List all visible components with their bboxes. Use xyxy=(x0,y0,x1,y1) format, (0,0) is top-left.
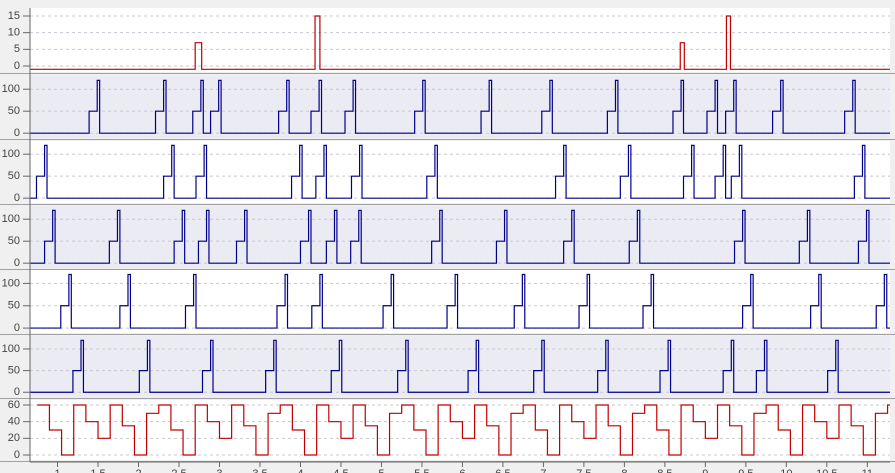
x-tick-label: 1.5 xyxy=(90,468,105,473)
signal-trace xyxy=(30,273,890,329)
panel-background xyxy=(30,270,890,333)
signal-trace xyxy=(30,15,890,70)
signal-trace xyxy=(30,144,890,199)
x-tick-label: 4 xyxy=(297,468,303,473)
x-tick-label: 3 xyxy=(216,468,222,473)
x-tick-label: 2.5 xyxy=(171,468,186,473)
y-tick-label: 100 xyxy=(2,148,20,160)
y-tick-label: 0 xyxy=(14,192,20,204)
y-tick-label: 100 xyxy=(2,83,20,95)
x-tick-label: 2 xyxy=(135,468,141,473)
y-tick-label: 0 xyxy=(14,127,20,139)
y-tick-label: 0 xyxy=(14,322,20,334)
y-tick-label: 20 xyxy=(8,432,20,444)
x-tick-label: 3.5 xyxy=(252,468,267,473)
x-tick-label: 9.5 xyxy=(738,468,753,473)
x-tick-label: 11 xyxy=(862,468,873,473)
x-tick-label: 7.5 xyxy=(576,468,591,473)
y-tick-label: 0 xyxy=(14,257,20,269)
x-tick-label: 6 xyxy=(459,468,465,473)
y-tick-label: 50 xyxy=(8,365,20,377)
x-tick-label: 10 xyxy=(780,468,792,473)
panel-background xyxy=(30,8,890,72)
x-tick-label: 7 xyxy=(540,468,546,473)
panel-background xyxy=(30,336,890,397)
x-tick-label: 8.5 xyxy=(657,468,672,473)
x-tick-label: 8 xyxy=(621,468,627,473)
panel-background xyxy=(30,76,890,138)
y-tick-label: 100 xyxy=(2,343,20,355)
y-tick-label: 0 xyxy=(14,449,20,461)
x-tick-label: 1 xyxy=(54,468,60,473)
y-tick-label: 100 xyxy=(2,277,20,289)
y-tick-label: 10 xyxy=(8,27,20,39)
x-tick-label: 10.5 xyxy=(816,468,837,473)
x-tick-label: 9 xyxy=(702,468,708,473)
panel-background xyxy=(30,206,890,268)
x-tick-label: 6.5 xyxy=(495,468,510,473)
y-tick-label: 60 xyxy=(8,399,20,411)
signal-trace xyxy=(30,79,890,134)
x-tick-label: 4.5 xyxy=(333,468,348,473)
y-tick-label: 15 xyxy=(8,10,20,22)
y-tick-label: 5 xyxy=(14,43,20,55)
signal-trace xyxy=(30,339,890,393)
y-tick-label: 40 xyxy=(8,416,20,428)
y-tick-label: 50 xyxy=(8,300,20,312)
panel-background xyxy=(30,141,890,203)
signal-trace xyxy=(30,209,890,264)
y-tick-label: 50 xyxy=(8,170,20,182)
x-tick-label: 5.5 xyxy=(414,468,429,473)
x-tick-label: 5 xyxy=(378,468,384,473)
y-tick-label: 50 xyxy=(8,235,20,247)
y-tick-label: 0 xyxy=(14,386,20,398)
signal-trace xyxy=(37,404,890,456)
y-tick-label: 50 xyxy=(8,105,20,117)
y-tick-label: 0 xyxy=(14,60,20,72)
y-tick-label: 100 xyxy=(2,213,20,225)
